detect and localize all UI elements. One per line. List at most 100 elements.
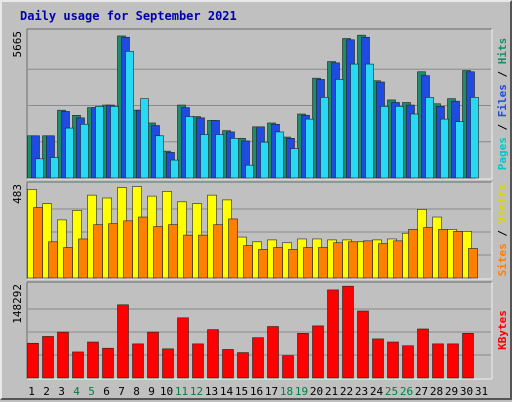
x-tick-label: 1 xyxy=(28,385,35,398)
x-tick-label: 19 xyxy=(295,385,308,398)
bar-kbytes-1 xyxy=(27,342,39,379)
right-label-part: Pages xyxy=(496,137,509,170)
bar-pages-20 xyxy=(320,97,329,179)
x-tick-label: 2 xyxy=(43,385,50,398)
bar-pages-25 xyxy=(395,106,404,179)
right-label-part: KBytes xyxy=(496,310,509,350)
bar-sites-20 xyxy=(318,247,328,279)
bar-pages-7 xyxy=(125,51,134,179)
bar-pages-22 xyxy=(350,63,359,179)
bar-sites-18 xyxy=(288,249,298,279)
bar-kbytes-17 xyxy=(267,326,279,379)
bar-kbytes-12 xyxy=(192,343,204,379)
bar-sites-17 xyxy=(273,247,283,279)
bar-sites-2 xyxy=(48,241,58,279)
right-label-part: Files xyxy=(496,84,509,117)
x-tick-label: 31 xyxy=(475,385,488,398)
x-tick-label: 12 xyxy=(190,385,203,398)
x-tick-label: 9 xyxy=(148,385,155,398)
x-tick-label: 29 xyxy=(445,385,458,398)
bar-kbytes-27 xyxy=(417,328,429,379)
bar-kbytes-30 xyxy=(462,333,474,379)
bar-sites-13 xyxy=(213,224,223,279)
bar-kbytes-4 xyxy=(72,351,84,379)
bar-sites-22 xyxy=(348,241,358,279)
x-tick-label: 14 xyxy=(220,385,234,398)
bar-sites-24 xyxy=(378,243,388,279)
bar-pages-15 xyxy=(245,164,254,179)
x-tick-label: 13 xyxy=(205,385,218,398)
bar-pages-12 xyxy=(200,134,209,179)
bar-kbytes-29 xyxy=(447,343,459,379)
right-label-part: Sites xyxy=(496,243,509,276)
x-tick-label: 25 xyxy=(385,385,398,398)
bar-pages-1 xyxy=(35,158,44,179)
x-tick-label: 7 xyxy=(118,385,125,398)
bar-sites-10 xyxy=(168,224,178,279)
bar-kbytes-19 xyxy=(297,333,309,379)
right-label-part: Hits xyxy=(496,38,509,65)
bar-kbytes-3 xyxy=(57,331,69,379)
panel-pages_files_hits xyxy=(26,28,493,180)
bar-pages-30 xyxy=(470,97,479,179)
bar-pages-19 xyxy=(305,118,314,179)
bar-sites-25 xyxy=(393,240,403,279)
bar-sites-11 xyxy=(183,234,193,279)
bar-sites-5 xyxy=(93,224,103,279)
bar-kbytes-23 xyxy=(357,310,369,379)
right-label-part: / xyxy=(496,223,509,243)
bar-pages-17 xyxy=(275,131,284,179)
x-tick-label: 17 xyxy=(265,385,278,398)
bar-pages-10 xyxy=(170,159,179,179)
bar-sites-12 xyxy=(198,234,208,279)
bar-pages-23 xyxy=(365,63,374,179)
bar-sites-26 xyxy=(408,229,418,279)
x-tick-label: 10 xyxy=(160,385,173,398)
bar-sites-23 xyxy=(363,240,373,279)
bar-kbytes-10 xyxy=(162,348,174,379)
bar-kbytes-7 xyxy=(117,304,129,379)
right-label-part: / xyxy=(496,64,509,84)
bar-kbytes-21 xyxy=(327,289,339,379)
bar-sites-1 xyxy=(33,207,43,279)
bar-pages-26 xyxy=(410,113,419,179)
bar-kbytes-14 xyxy=(222,349,234,379)
x-tick-label: 23 xyxy=(355,385,368,398)
bar-sites-27 xyxy=(423,227,433,279)
bar-sites-28 xyxy=(438,229,448,279)
bar-sites-7 xyxy=(123,220,133,279)
bar-kbytes-15 xyxy=(237,352,249,379)
pages-max-label: 5665 xyxy=(11,31,24,58)
right-label-pages_files_hits: Pages / Files / Hits xyxy=(496,38,509,171)
sites-max-label: 483 xyxy=(11,184,24,204)
x-tick-label: 16 xyxy=(250,385,263,398)
x-tick-label: 20 xyxy=(310,385,323,398)
bar-sites-19 xyxy=(303,247,313,279)
bar-pages-4 xyxy=(80,123,89,179)
bar-kbytes-2 xyxy=(42,336,54,379)
bar-kbytes-9 xyxy=(147,331,159,379)
panel-kbytes xyxy=(26,281,493,380)
bar-kbytes-18 xyxy=(282,355,294,379)
bar-pages-18 xyxy=(290,148,299,179)
right-label-part: / xyxy=(496,117,509,137)
x-tick-label: 21 xyxy=(325,385,338,398)
right-label-kbytes: KBytes xyxy=(496,310,509,350)
x-tick-label: 8 xyxy=(133,385,140,398)
bar-kbytes-16 xyxy=(252,337,264,379)
bar-pages-2 xyxy=(50,157,59,179)
bar-pages-21 xyxy=(335,79,344,179)
bar-kbytes-26 xyxy=(402,345,414,379)
bar-sites-3 xyxy=(63,247,73,279)
panel-sites_visits xyxy=(26,181,493,280)
bar-sites-4 xyxy=(78,238,88,279)
bar-pages-28 xyxy=(440,118,449,179)
bar-kbytes-13 xyxy=(207,329,219,379)
bar-pages-5 xyxy=(95,106,104,179)
bar-kbytes-28 xyxy=(432,343,444,379)
bar-sites-9 xyxy=(153,226,163,279)
x-tick-label: 22 xyxy=(340,385,353,398)
bar-kbytes-8 xyxy=(132,343,144,379)
